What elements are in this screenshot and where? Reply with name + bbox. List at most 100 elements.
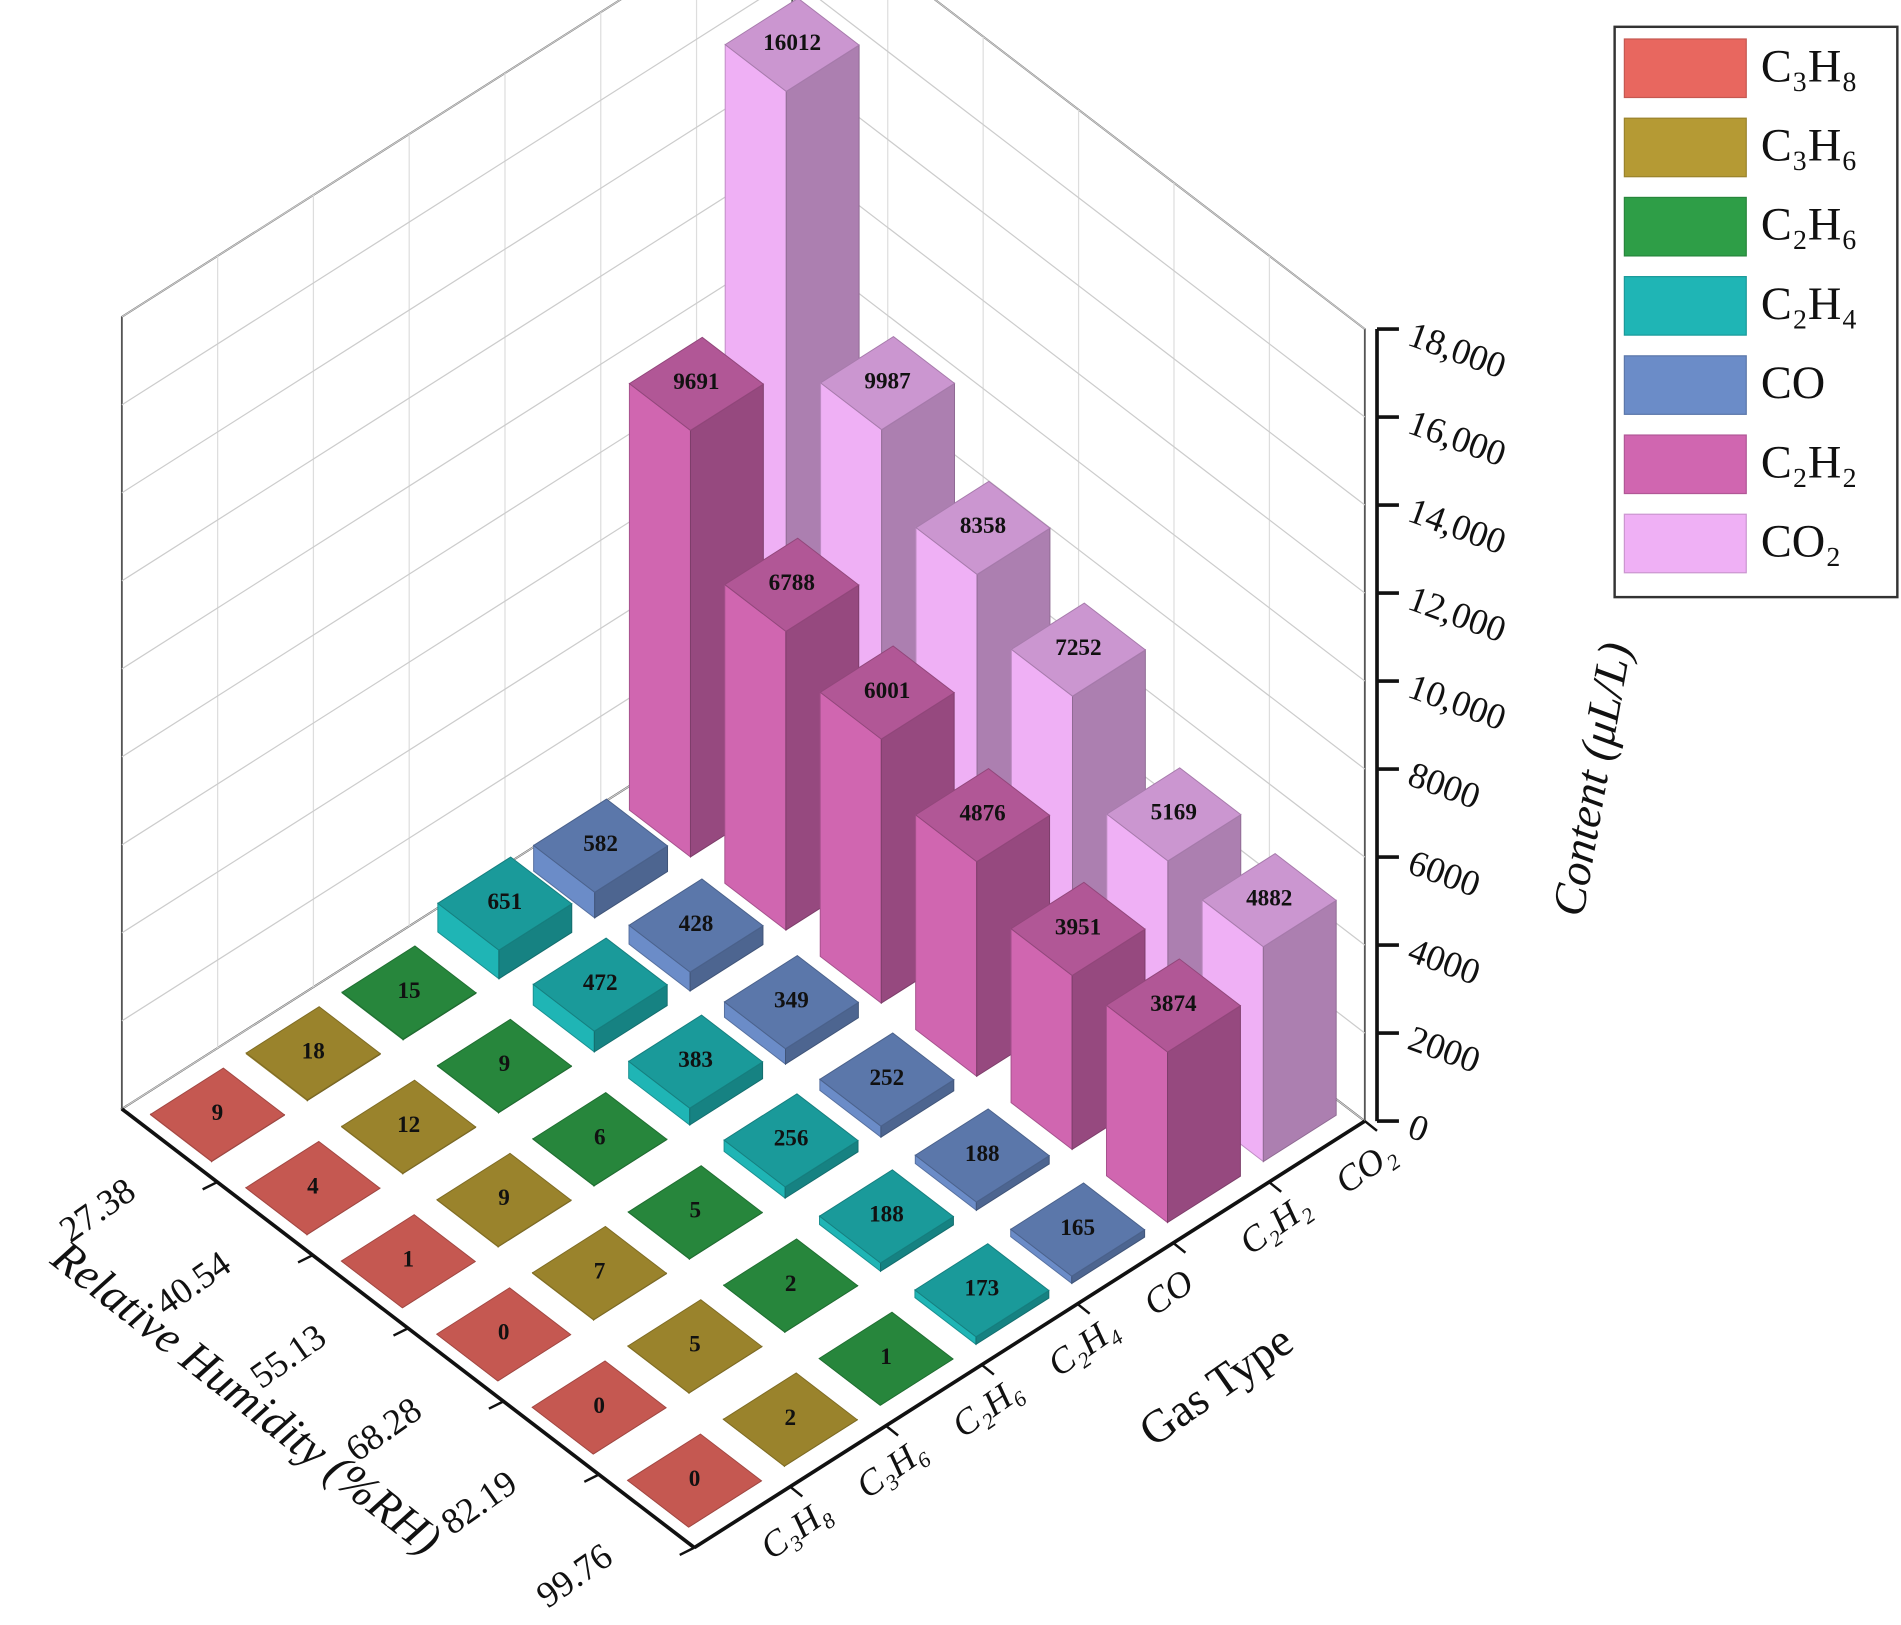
z-tick-label: 18,000	[1403, 313, 1511, 386]
legend-swatch	[1623, 513, 1747, 574]
value-label: 4	[307, 1173, 319, 1199]
value-label: 2	[785, 1271, 797, 1297]
bar-top	[628, 336, 765, 432]
bar-top	[340, 1079, 477, 1174]
bar-top	[532, 937, 669, 1032]
value-label: 5	[689, 1332, 701, 1358]
bar-top	[722, 1372, 859, 1467]
bar-top	[531, 1225, 668, 1321]
value-label: 383	[678, 1047, 713, 1073]
legend-label: C₂H₄	[1761, 279, 1858, 330]
bar-top	[723, 537, 860, 632]
bar-top	[532, 798, 669, 893]
y-tick	[1364, 1120, 1378, 1132]
value-label: 7	[594, 1258, 606, 1284]
legend-label: CO₂	[1761, 517, 1841, 568]
x-tick	[679, 1546, 695, 1557]
x-tick	[392, 1327, 409, 1337]
bar	[818, 1169, 955, 1273]
z-tick-label: 4000	[1403, 929, 1486, 993]
legend-swatch	[1623, 355, 1747, 415]
value-label: 4876	[959, 800, 1005, 826]
bar-top	[1010, 881, 1146, 977]
value-label: 188	[965, 1141, 1000, 1167]
x-tick	[202, 1180, 218, 1191]
bar-top	[531, 1360, 667, 1455]
bar	[340, 1214, 477, 1309]
bar	[914, 1243, 1050, 1346]
bar	[914, 1108, 1051, 1212]
bar-top	[724, 0, 860, 92]
bar-top	[436, 856, 573, 951]
y-tick	[1172, 1242, 1187, 1254]
value-label: 1	[402, 1247, 414, 1273]
bar-top	[723, 1093, 859, 1188]
grid-line	[121, 0, 1366, 418]
y-axis-title: Gas Type	[1130, 1315, 1302, 1457]
x-tick	[297, 1254, 314, 1264]
value-label: 9	[498, 1185, 510, 1211]
bar	[819, 1032, 955, 1139]
value-label: 0	[689, 1466, 701, 1492]
value-label: 7252	[1055, 635, 1101, 661]
z-tick-label: 0	[1403, 1105, 1434, 1150]
legend-swatch	[1623, 434, 1747, 495]
bar-top	[628, 878, 764, 973]
legend-swatch	[1623, 276, 1747, 336]
y-tick-label: CO₂	[1327, 1132, 1403, 1202]
value-label: 472	[583, 970, 618, 996]
bar	[245, 1006, 382, 1102]
value-label: 9	[212, 1100, 224, 1126]
value-label: 9	[499, 1051, 511, 1077]
bar	[723, 955, 860, 1066]
legend-label: CO	[1761, 358, 1825, 409]
bar	[532, 798, 669, 919]
value-label: 3951	[1055, 914, 1101, 940]
bar-top	[819, 335, 956, 431]
y-tick	[1076, 1302, 1091, 1315]
bar-top	[914, 767, 1051, 863]
value-label: 0	[593, 1393, 605, 1419]
value-label: 651	[487, 889, 522, 915]
bar	[341, 945, 477, 1041]
grid-line	[121, 0, 1366, 330]
bar-top	[819, 1032, 955, 1127]
bar	[627, 1165, 764, 1261]
bar	[436, 1018, 573, 1114]
bar-top	[914, 1108, 1051, 1203]
bar-top	[723, 955, 860, 1050]
bar-top	[435, 1287, 572, 1382]
bar-top	[245, 1006, 382, 1101]
value-label: 188	[869, 1202, 904, 1228]
value-label: 165	[1060, 1215, 1095, 1241]
legend-label: C₃H₆	[1761, 121, 1858, 172]
value-label: 173	[965, 1276, 1000, 1302]
bar-top	[341, 945, 477, 1040]
bar-top	[627, 1165, 764, 1260]
legend-swatch	[1623, 117, 1747, 178]
legend-label: C₂H₂	[1761, 437, 1858, 488]
value-label: 3874	[1150, 991, 1197, 1017]
z-tick-label: 16,000	[1403, 401, 1511, 474]
y-tick	[789, 1485, 804, 1498]
x-tick	[583, 1473, 600, 1483]
value-label: 9987	[864, 368, 910, 394]
z-tick-label: 10,000	[1403, 665, 1511, 738]
bar-top	[914, 1243, 1050, 1338]
bar	[532, 937, 669, 1053]
value-label: 252	[869, 1065, 904, 1091]
legend-label: C₃H₈	[1761, 41, 1858, 92]
legend-swatch	[1623, 38, 1747, 99]
legend: C₃H₈ C₃H₆ C₂H₆ C₂H₄ CO C₂H₂ CO₂	[1613, 25, 1899, 599]
y-tick-label: CO	[1136, 1261, 1201, 1324]
z-tick-label: 8000	[1403, 753, 1486, 817]
bar-top	[627, 1014, 764, 1109]
bar-top	[818, 1169, 955, 1264]
value-label: 582	[583, 831, 618, 857]
bar	[531, 1225, 668, 1321]
y-tick	[980, 1363, 995, 1376]
bar	[340, 1079, 477, 1175]
bar	[436, 856, 573, 980]
